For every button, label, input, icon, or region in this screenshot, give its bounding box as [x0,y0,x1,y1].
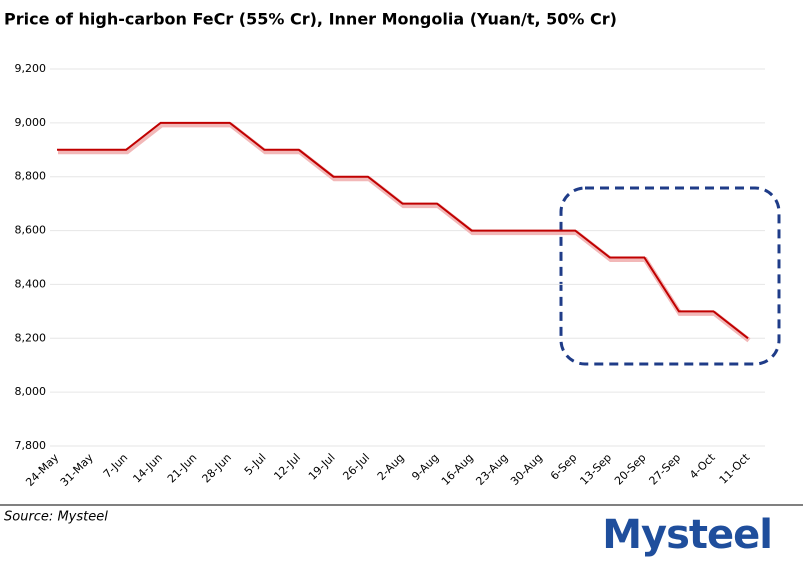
x-tick-label: 12-Jul [271,451,303,483]
y-tick-label: 8,200 [15,331,47,344]
x-tick-label: 24-May [23,451,61,489]
y-tick-label: 8,400 [15,277,47,290]
line-shadow [58,122,751,343]
x-tick-label: 7-Jun [101,451,131,481]
y-tick-label: 8,600 [15,224,47,237]
x-tick-label: 21-Jun [165,451,200,486]
x-tick-label: 6-Sep [548,451,580,483]
chart-title: Price of high-carbon FeCr (55% Cr), Inne… [4,10,617,29]
x-tick-label: 5-Jul [242,451,269,478]
logo: Mysteel [602,512,772,558]
line [57,121,749,340]
y-tick-label: 9,200 [15,62,47,75]
x-tick-label: 9-Aug [409,451,441,483]
y-tick-label: 8,800 [15,170,47,183]
highlight-box [559,186,781,366]
x-tick-label: 4-Oct [687,451,718,482]
x-tick-label: 28-Jun [199,451,234,486]
x-tick-label: 27-Sep [647,451,684,488]
y-tick-label: 7,800 [15,439,47,452]
x-tick-label: 19-Jul [306,451,338,483]
x-tick-label: 23-Aug [473,451,510,488]
source-note: Source: Mysteel [4,510,108,525]
x-tick-label: 13-Sep [577,451,614,488]
x-tick-label: 11-Oct [717,451,753,487]
y-tick-label: 8,000 [15,385,47,398]
x-tick-label: 30-Aug [508,451,545,488]
y-tick-label: 9,000 [15,116,47,129]
x-tick-label: 14-Jun [130,451,165,486]
x-tick-label: 2-Aug [375,451,407,483]
x-tick-label: 20-Sep [612,451,649,488]
x-tick-label: 31-May [58,451,96,489]
x-tick-label: 16-Aug [439,451,476,488]
x-tick-label: 26-Jul [340,451,372,483]
